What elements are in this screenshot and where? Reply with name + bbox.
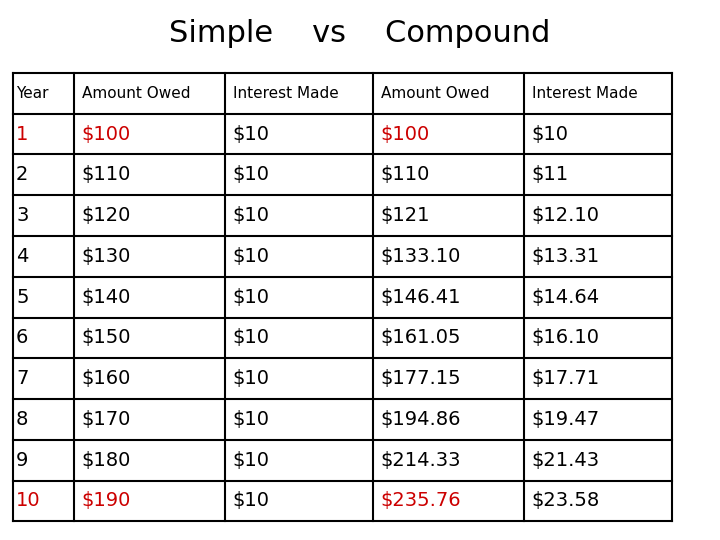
Text: Amount Owed: Amount Owed xyxy=(380,86,489,101)
Text: $10: $10 xyxy=(233,288,270,307)
Text: 6: 6 xyxy=(16,328,28,347)
Text: $10: $10 xyxy=(233,369,270,388)
Text: $11: $11 xyxy=(531,165,569,184)
Text: $13.31: $13.31 xyxy=(531,247,600,266)
Text: Year: Year xyxy=(16,86,48,101)
Text: Simple    vs    Compound: Simple vs Compound xyxy=(169,19,551,48)
Text: $160: $160 xyxy=(82,369,131,388)
Text: $140: $140 xyxy=(82,288,131,307)
Text: $10: $10 xyxy=(233,206,270,225)
Text: $133.10: $133.10 xyxy=(380,247,461,266)
Text: $110: $110 xyxy=(380,165,430,184)
Text: $17.71: $17.71 xyxy=(531,369,600,388)
Text: $10: $10 xyxy=(233,247,270,266)
Text: $19.47: $19.47 xyxy=(531,410,600,429)
Text: $190: $190 xyxy=(82,491,131,510)
Text: 7: 7 xyxy=(16,369,28,388)
Text: $110: $110 xyxy=(82,165,131,184)
Text: 4: 4 xyxy=(16,247,28,266)
Text: $120: $120 xyxy=(82,206,131,225)
Text: $10: $10 xyxy=(531,125,569,144)
Text: $177.15: $177.15 xyxy=(380,369,461,388)
Text: $10: $10 xyxy=(233,165,270,184)
Text: $146.41: $146.41 xyxy=(380,288,461,307)
Text: 5: 5 xyxy=(16,288,29,307)
Text: $100: $100 xyxy=(380,125,430,144)
Text: $214.33: $214.33 xyxy=(380,451,461,470)
Text: $170: $170 xyxy=(82,410,131,429)
Text: $21.43: $21.43 xyxy=(531,451,600,470)
Text: Interest Made: Interest Made xyxy=(233,86,338,101)
Text: $121: $121 xyxy=(380,206,430,225)
Text: $194.86: $194.86 xyxy=(380,410,461,429)
Text: $12.10: $12.10 xyxy=(531,206,600,225)
Text: $10: $10 xyxy=(233,125,270,144)
Text: $235.76: $235.76 xyxy=(380,491,461,510)
Text: $16.10: $16.10 xyxy=(531,328,600,347)
Text: $10: $10 xyxy=(233,410,270,429)
Text: $23.58: $23.58 xyxy=(531,491,600,510)
Text: $10: $10 xyxy=(233,491,270,510)
Text: $130: $130 xyxy=(82,247,131,266)
Text: 8: 8 xyxy=(16,410,28,429)
Text: Interest Made: Interest Made xyxy=(531,86,637,101)
Text: $150: $150 xyxy=(82,328,131,347)
Text: $180: $180 xyxy=(82,451,131,470)
Text: 2: 2 xyxy=(16,165,28,184)
Text: $10: $10 xyxy=(233,328,270,347)
Text: $10: $10 xyxy=(233,451,270,470)
Text: 3: 3 xyxy=(16,206,28,225)
Text: 1: 1 xyxy=(16,125,28,144)
Text: $100: $100 xyxy=(82,125,131,144)
Text: 10: 10 xyxy=(16,491,40,510)
Text: $14.64: $14.64 xyxy=(531,288,600,307)
Text: Amount Owed: Amount Owed xyxy=(82,86,190,101)
Text: 9: 9 xyxy=(16,451,28,470)
Text: $161.05: $161.05 xyxy=(380,328,461,347)
